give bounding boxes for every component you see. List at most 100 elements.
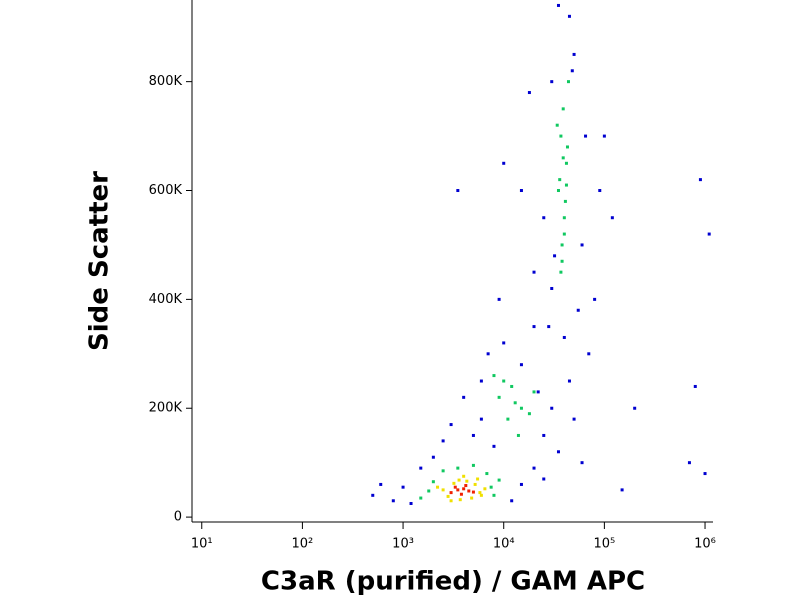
point	[492, 444, 496, 448]
point	[449, 491, 453, 495]
point	[431, 455, 435, 459]
point	[441, 469, 445, 473]
point	[489, 485, 493, 489]
point	[502, 379, 506, 383]
point	[478, 491, 482, 495]
point	[431, 480, 435, 484]
point	[693, 384, 697, 388]
point	[479, 417, 483, 421]
point	[566, 80, 570, 84]
point	[633, 406, 637, 410]
point	[452, 481, 456, 485]
y-axis-title: Side Scatter	[85, 171, 115, 351]
y-tick-label: 0	[174, 510, 182, 525]
point	[536, 390, 540, 394]
point	[556, 3, 560, 7]
point	[506, 417, 510, 421]
point	[570, 69, 574, 73]
point	[497, 395, 501, 399]
point	[453, 485, 457, 489]
point	[458, 498, 462, 502]
point	[464, 484, 468, 488]
point	[532, 270, 536, 274]
x-tick-label: 10¹	[191, 537, 213, 552]
point	[558, 178, 562, 182]
point	[456, 189, 460, 193]
point	[559, 134, 563, 138]
x-tick-label: 10³	[392, 537, 414, 552]
point	[419, 496, 423, 500]
point	[587, 352, 591, 356]
point	[497, 478, 501, 482]
point	[419, 466, 423, 470]
point	[542, 477, 546, 481]
point	[467, 489, 471, 493]
point	[457, 478, 461, 482]
point	[470, 496, 474, 500]
point	[513, 401, 517, 405]
point	[446, 494, 450, 498]
point	[698, 178, 702, 182]
point	[456, 466, 460, 470]
y-tick-label: 200K	[149, 401, 183, 416]
point	[703, 472, 707, 476]
point	[527, 412, 531, 416]
point	[532, 390, 536, 394]
x-tick-label: 10²	[292, 537, 314, 552]
point	[427, 489, 431, 493]
point	[593, 297, 597, 301]
point	[532, 466, 536, 470]
point	[584, 134, 588, 138]
point	[556, 450, 560, 454]
point	[550, 80, 554, 84]
point	[449, 423, 453, 427]
point	[492, 374, 496, 378]
point	[441, 488, 445, 492]
point	[556, 189, 560, 193]
point	[519, 482, 523, 486]
point	[602, 134, 606, 138]
point	[561, 107, 565, 111]
point	[486, 352, 490, 356]
point	[409, 501, 413, 505]
point	[550, 406, 554, 410]
point	[564, 161, 568, 165]
x-tick-label: 10⁶	[694, 537, 716, 552]
point	[471, 490, 475, 494]
point	[598, 189, 602, 193]
point	[459, 492, 463, 496]
point	[476, 477, 480, 481]
point	[465, 479, 469, 483]
point	[542, 216, 546, 220]
point	[379, 482, 383, 486]
point	[497, 297, 501, 301]
y-tick-label: 600K	[149, 183, 183, 198]
point	[564, 183, 568, 187]
point	[441, 439, 445, 443]
point	[560, 243, 564, 247]
point	[553, 254, 557, 258]
point	[473, 482, 477, 486]
x-tick-label: 10⁴	[493, 537, 515, 552]
point	[562, 335, 566, 339]
point	[516, 433, 520, 437]
point	[580, 243, 584, 247]
point	[510, 384, 514, 388]
point	[401, 485, 405, 489]
point	[561, 156, 565, 160]
point	[572, 417, 576, 421]
point	[371, 493, 375, 497]
point	[479, 493, 483, 497]
point	[462, 474, 466, 478]
point	[483, 487, 487, 491]
point	[471, 463, 475, 467]
point	[510, 499, 514, 503]
point	[572, 52, 576, 56]
point	[610, 216, 614, 220]
point	[492, 493, 496, 497]
point	[620, 488, 624, 492]
point	[580, 461, 584, 465]
point	[462, 395, 466, 399]
point	[565, 145, 569, 149]
